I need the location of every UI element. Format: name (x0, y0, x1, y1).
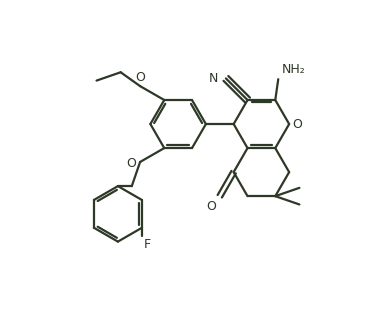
Text: O: O (206, 200, 216, 213)
Text: O: O (292, 118, 302, 131)
Text: NH₂: NH₂ (282, 63, 306, 76)
Text: N: N (209, 72, 218, 85)
Text: F: F (144, 238, 151, 251)
Text: O: O (135, 71, 145, 84)
Text: O: O (126, 157, 136, 170)
